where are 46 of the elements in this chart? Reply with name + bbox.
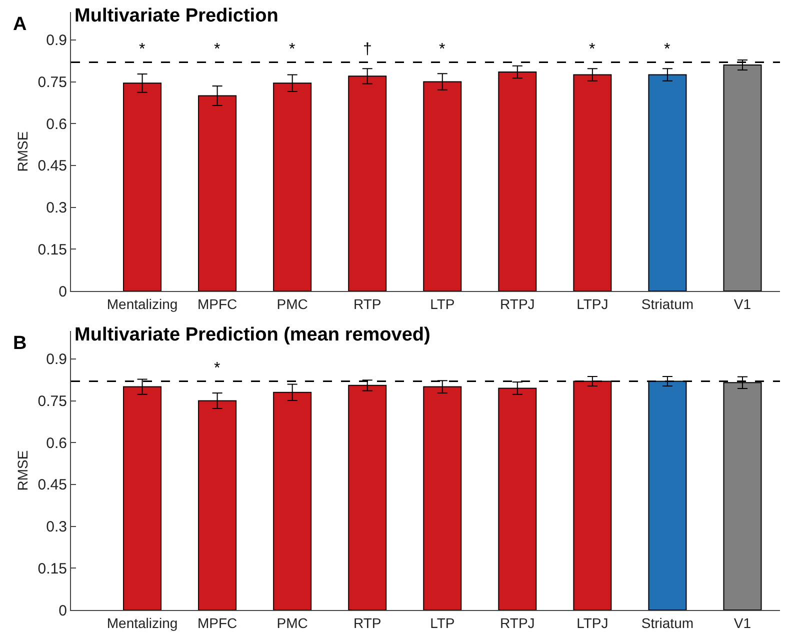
x-tick-label: PMC: [276, 296, 308, 312]
data-label: *: [439, 41, 446, 58]
data-label: *: [589, 41, 596, 58]
x-tick-label: LTP: [430, 614, 455, 631]
text: B: [13, 333, 27, 354]
y-tick-label: 0.75: [38, 393, 67, 410]
y-axis-title: RMSE: [14, 450, 30, 491]
x-tick-label: V1: [734, 614, 752, 631]
x-tick-label: RTPJ: [500, 296, 535, 312]
y-tick-label: 0.15: [38, 560, 67, 578]
y-tick-label: 0.75: [38, 74, 67, 91]
y-tick-label: 0.9: [46, 32, 67, 50]
x-tick-label: RTP: [353, 614, 382, 631]
y-tick-label: 0.45: [38, 476, 67, 494]
x-tick-label: LTP: [430, 296, 455, 312]
y-tick-label: 0.9: [46, 351, 67, 368]
x-tick-label: MPFC: [197, 614, 238, 631]
y-axis-title: RMSE: [14, 131, 30, 172]
data-label: *: [139, 41, 146, 58]
y-tick-label: 0: [58, 602, 67, 620]
data-label: *: [289, 41, 296, 58]
x-tick-label: LTPJ: [576, 296, 608, 312]
y-tick-label: 0.45: [38, 158, 67, 175]
x-tick-label: RTPJ: [500, 614, 535, 631]
chart-title: Multivariate Prediction (mean removed): [74, 324, 430, 346]
text: A: [13, 14, 27, 35]
data-label: *: [664, 41, 670, 58]
y-tick-label: 0.3: [46, 200, 67, 217]
x-tick-label: PMC: [276, 614, 308, 631]
y-tick-label: 0.6: [46, 116, 67, 133]
data-label: *: [214, 41, 220, 58]
y-tick-label: 0.6: [46, 434, 67, 452]
y-tick-label: 0.15: [38, 241, 67, 258]
x-tick-label: Mentalizing: [106, 296, 178, 312]
x-tick-label: LTPJ: [576, 614, 608, 631]
y-tick-label: 0.3: [46, 518, 67, 536]
x-tick-label: MPFC: [197, 296, 238, 312]
x-tick-label: RTP: [353, 296, 382, 312]
x-tick-label: Striatum: [641, 614, 694, 631]
x-tick-label: Mentalizing: [106, 614, 178, 631]
x-tick-label: Striatum: [641, 296, 694, 312]
y-tick-label: 0: [58, 283, 67, 300]
chart-title: Multivariate Prediction: [74, 5, 278, 26]
x-tick-label: V1: [734, 296, 752, 312]
data-label: *: [214, 360, 220, 377]
data-label: †: [363, 41, 372, 58]
